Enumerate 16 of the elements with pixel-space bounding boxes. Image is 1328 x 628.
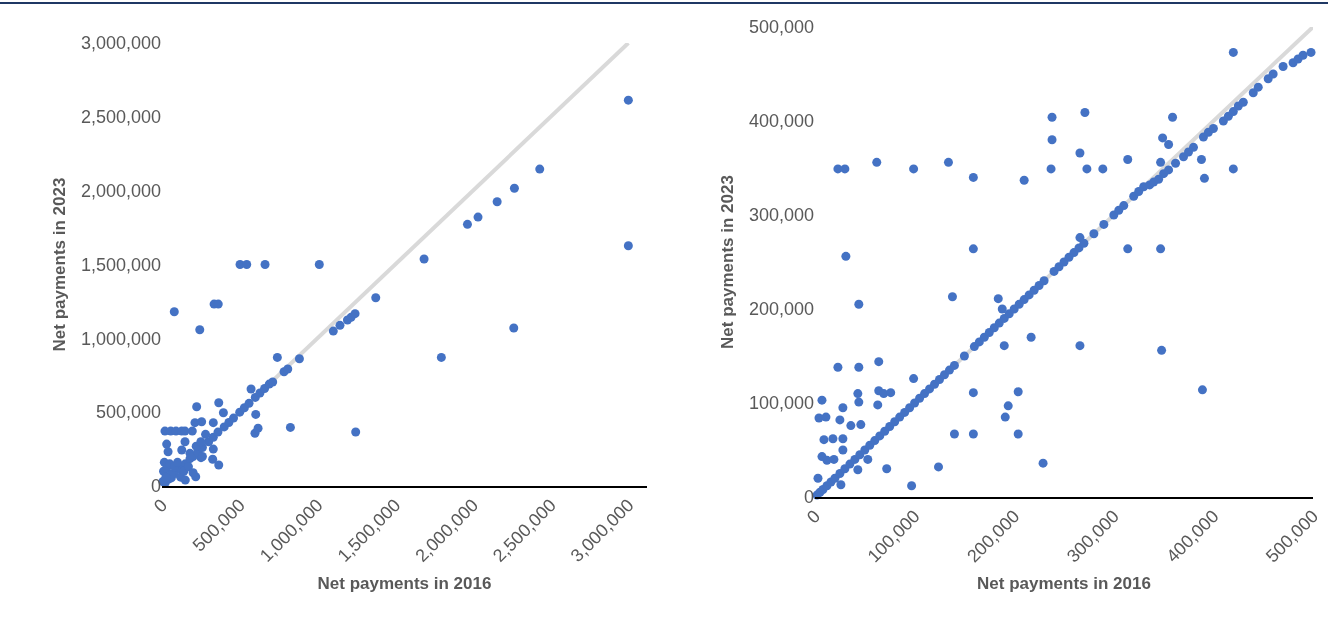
y-tick-label: 500,000: [95, 402, 161, 423]
x-axis-title: Net payments in 2016: [317, 574, 492, 594]
y-tick-label: 3,000,000: [80, 33, 161, 54]
y-tick-label: 200,000: [748, 299, 814, 320]
y-tick-label: 1,500,000: [80, 254, 161, 275]
x-axis-title: Net payments in 2016: [977, 574, 1151, 594]
y-tick-label: 1,000,000: [80, 328, 161, 349]
y-tick-label: 2,500,000: [80, 107, 161, 128]
y-tick-label: 500,000: [748, 17, 814, 38]
y-axis-title: Net payments in 2023: [50, 177, 70, 352]
y-tick-label: 300,000: [748, 205, 814, 226]
y-tick-label: 2,000,000: [80, 180, 161, 201]
y-tick-label: 100,000: [748, 393, 814, 414]
y-axis-title: Net payments in 2023: [718, 175, 738, 349]
y-tick-label: 0: [150, 476, 161, 497]
y-tick-label: 400,000: [748, 111, 814, 132]
